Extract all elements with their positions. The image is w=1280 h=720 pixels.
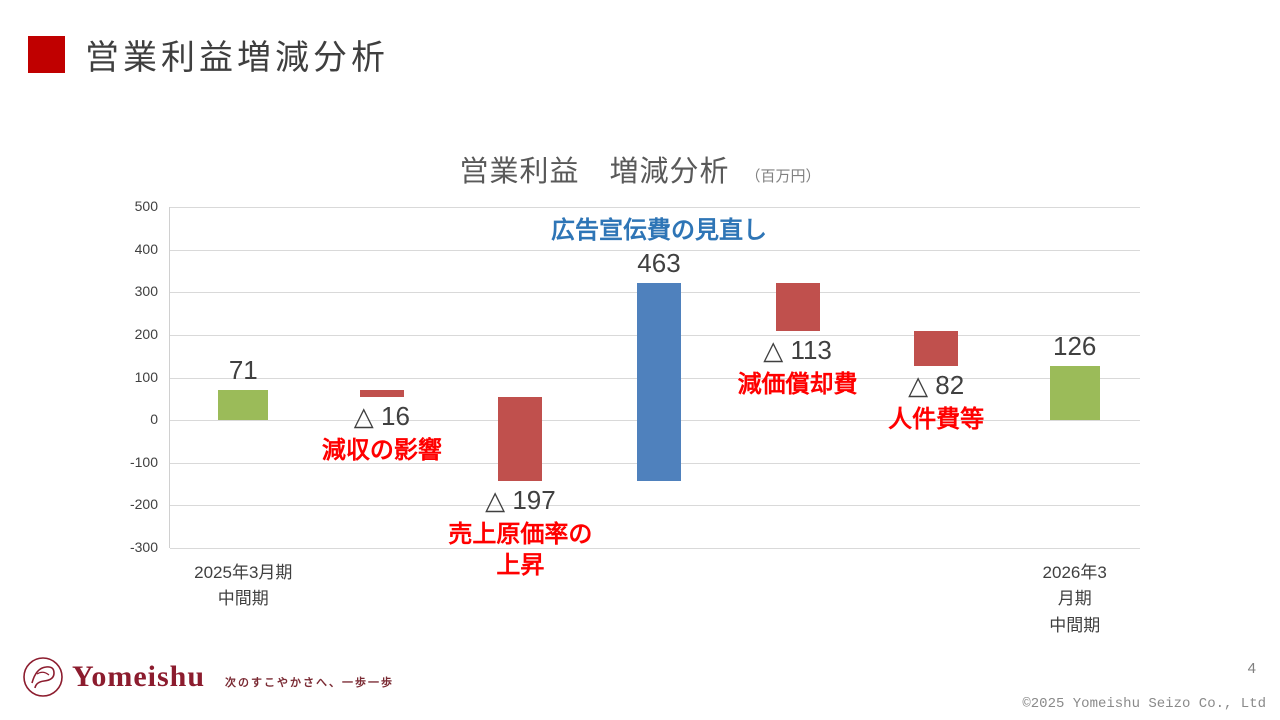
waterfall-bar-4 [637, 283, 681, 481]
yomeishu-emblem-icon [23, 657, 63, 697]
gridline [170, 548, 1140, 549]
y-axis-tick-label: -300 [129, 539, 158, 555]
x-axis-label: 2025年3月期 中間期 [194, 563, 293, 609]
bar-value-label: △ 82 [908, 370, 965, 401]
chart-title: 営業利益 増減分析 [459, 156, 730, 188]
bar-note-label: 人件費等 [888, 406, 985, 434]
waterfall-bar-5 [775, 283, 820, 332]
page-number: 4 [1247, 660, 1256, 677]
y-axis-tick-label: 0 [150, 411, 158, 428]
plot-area: 500 400 300 200 100 0 -100 -200 -300 71 △ 16 減収の影響 △… [130, 198, 1140, 635]
brand-wordmark: Yomeishu [72, 660, 206, 693]
waterfall-bar-1 [218, 389, 269, 421]
chart-unit-label: （百万円） [745, 168, 821, 185]
y-axis-tick-label: 300 [134, 283, 158, 300]
bar-value-label: △ 16 [353, 400, 410, 431]
chart-title-row: 営業利益 増減分析 （百万円） [0, 148, 1280, 190]
bar-note-label: 減価償却費 [737, 371, 858, 399]
bar-value-label: 463 [637, 248, 681, 279]
gridline [170, 207, 1140, 208]
slide-header: 営業利益増減分析 [28, 30, 389, 79]
brand-tagline: 次のすこやかさへ、一歩一歩 [225, 677, 395, 689]
y-axis-tick-label: 200 [134, 325, 158, 342]
bar-value-label: 126 [1053, 331, 1097, 362]
waterfall-bar-2 [359, 389, 404, 397]
waterfall-bar-7 [1049, 366, 1100, 421]
copyright-text: ©2025 Yomeishu Seizo Co., Ltd [1022, 696, 1266, 712]
logo-area: Yomeishu 次のすこやかさへ、一歩一歩 [22, 656, 394, 698]
title-bullet-square [28, 36, 65, 73]
y-axis-line [169, 207, 170, 548]
gridline [170, 249, 1140, 251]
bar-note-label: 減収の影響 [321, 436, 442, 464]
y-axis-tick-label: 500 [134, 198, 158, 214]
x-axis-label: 2026年3月期 中間期 [1042, 563, 1107, 635]
waterfall-bar-6 [914, 331, 959, 367]
bar-note-label: 売上原価率の 上昇 [448, 520, 593, 579]
bar-value-label: △ 113 [763, 335, 832, 366]
bar-value-label: △ 197 [485, 484, 556, 515]
y-axis-tick-label: 100 [134, 368, 158, 385]
gridline [170, 505, 1140, 507]
y-axis-tick-label: -200 [129, 496, 158, 513]
y-axis-tick-label: -100 [129, 453, 158, 470]
waterfall-bar-3 [498, 396, 543, 481]
y-axis-tick-label: 400 [134, 240, 158, 257]
bar-value-label: 71 [228, 354, 258, 385]
bar-note-label: 広告宣伝費の見直し [551, 217, 767, 245]
slide-title: 営業利益増減分析 [85, 39, 389, 77]
